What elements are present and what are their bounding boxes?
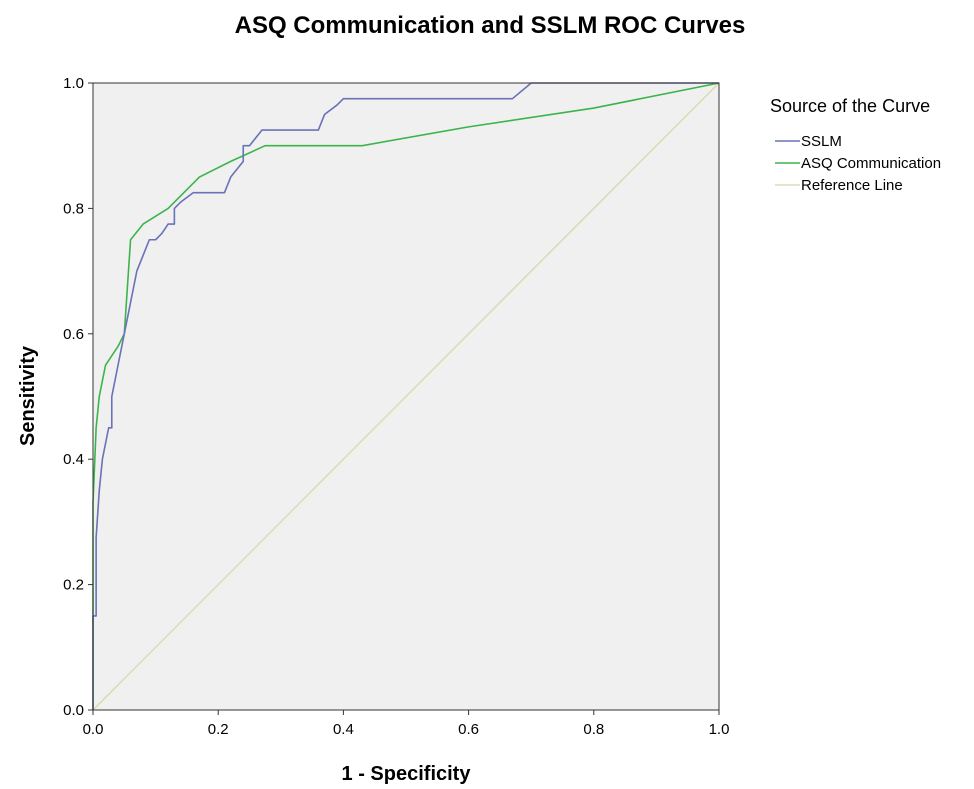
legend-label-sslm: SSLM: [801, 133, 842, 150]
y-axis-label: Sensitivity: [17, 345, 39, 446]
y-tick-label: 0.6: [63, 326, 84, 343]
plot-frame: [92, 82, 720, 711]
legend-label-reference-line: Reference Line: [801, 177, 903, 194]
y-tick-label: 0.0: [63, 702, 84, 719]
series-line-reference-line: [92, 82, 720, 711]
x-axis-label: 1 - Specificity: [342, 763, 472, 785]
x-tick-label: 1.0: [709, 721, 730, 738]
y-tick-label: 0.8: [63, 200, 84, 217]
x-tick-label: 0.6: [458, 721, 479, 738]
series-line-asq-communication: [92, 82, 720, 710]
x-tick-label: 0.8: [583, 721, 604, 738]
series-lines: [92, 82, 720, 711]
legend: Source of the Curve SSLM ASQ Communicatio…: [770, 96, 941, 194]
chart-title: ASQ Communication and SSLM ROC Curves: [235, 12, 746, 39]
series-line-sslm: [92, 82, 719, 710]
y-tick-label: 0.2: [63, 577, 84, 594]
x-tick-label: 0.0: [83, 721, 104, 738]
legend-label-asq-communication: ASQ Communication: [801, 155, 941, 172]
y-tick-label: 0.4: [63, 451, 84, 468]
legend-title: Source of the Curve: [770, 96, 930, 116]
axis-ticks: 0.0 0.2 0.4 0.6 0.8 1.0 0.0 0.2 0.4 0.6 0.8 1.0: [63, 75, 729, 738]
x-tick-label: 0.4: [333, 721, 354, 738]
y-tick-label: 1.0: [63, 75, 84, 92]
x-tick-label: 0.2: [208, 721, 229, 738]
